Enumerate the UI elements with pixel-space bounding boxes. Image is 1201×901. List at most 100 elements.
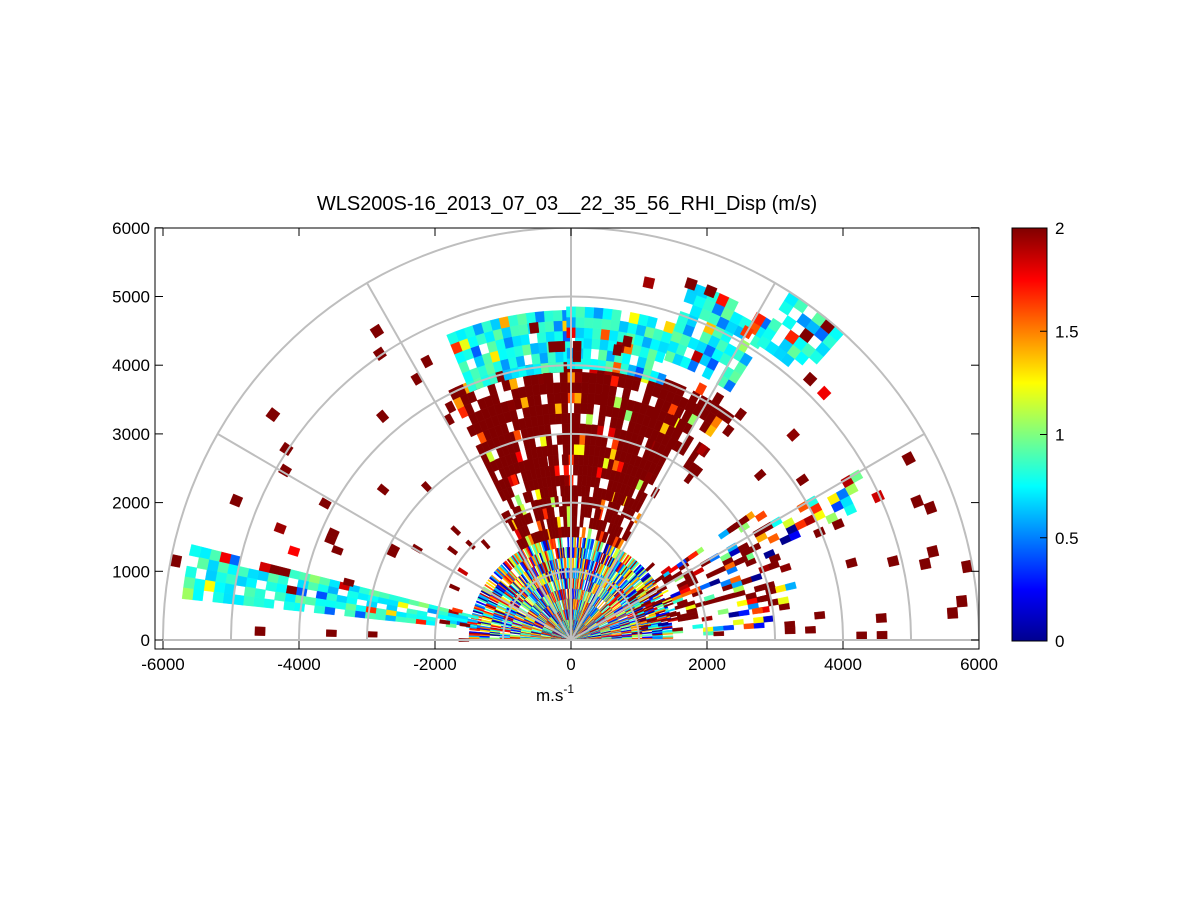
data-cell	[604, 360, 614, 373]
data-cell	[554, 351, 564, 363]
data-cell	[601, 308, 613, 320]
data-cell	[607, 534, 615, 546]
data-cell	[576, 485, 582, 497]
data-cell	[651, 599, 662, 606]
data-cell	[856, 631, 868, 641]
data-cell	[729, 575, 742, 584]
data-cell	[804, 625, 816, 634]
data-cell	[543, 529, 550, 541]
data-cell	[572, 423, 579, 435]
elevation-spoke	[217, 433, 572, 641]
data-cell	[451, 607, 463, 614]
data-cell	[642, 582, 653, 590]
data-cell	[342, 577, 355, 587]
data-cell	[334, 601, 347, 610]
x-tick-label: -4000	[277, 655, 320, 674]
data-cell	[573, 516, 578, 528]
data-cell	[645, 562, 656, 572]
data-cell	[265, 581, 278, 592]
elevation-spoke	[570, 433, 925, 641]
data-cell	[723, 624, 735, 631]
data-cell	[554, 402, 562, 415]
data-cell	[313, 605, 326, 615]
data-cell	[564, 547, 568, 558]
data-cell	[633, 564, 642, 574]
data-cell	[591, 327, 602, 340]
data-cell	[582, 348, 592, 360]
data-cell	[597, 414, 606, 427]
data-cell	[203, 579, 216, 593]
data-cell	[265, 407, 281, 423]
data-cell	[589, 358, 599, 371]
data-cell	[618, 320, 629, 333]
colorbar-tick-label: 1.5	[1055, 322, 1079, 341]
data-cell	[667, 414, 679, 428]
axis-ticks: -6000 -4000 -2000 0 2000 4000 6000 0 1000 2000 300…	[112, 219, 998, 674]
data-cell	[575, 306, 586, 318]
data-cell	[555, 413, 563, 425]
data-cell	[588, 372, 598, 384]
data-cell	[499, 637, 510, 640]
data-cell	[546, 393, 555, 405]
data-cell	[184, 565, 198, 579]
data-cell	[782, 517, 796, 529]
data-cell	[192, 588, 204, 602]
data-cell	[618, 494, 627, 506]
data-cell	[537, 341, 548, 354]
data-cell	[344, 609, 356, 618]
data-cell	[552, 310, 563, 322]
data-cell	[480, 590, 491, 597]
data-cell	[245, 577, 258, 589]
data-cell	[582, 464, 589, 477]
data-cell	[753, 616, 765, 624]
data-cell	[560, 382, 568, 394]
x-axis-label-exponent: -1	[563, 682, 574, 696]
data-cell	[376, 483, 390, 496]
data-cell	[876, 630, 888, 641]
data-cell	[525, 312, 537, 324]
data-cell	[372, 346, 387, 362]
data-cell	[252, 597, 265, 608]
data-cell	[607, 490, 615, 502]
data-cell	[703, 284, 718, 299]
data-cell	[608, 329, 619, 342]
data-cell	[476, 597, 488, 604]
data-cell	[632, 637, 643, 640]
data-cell	[581, 382, 590, 394]
data-cell	[768, 553, 782, 564]
data-cell	[465, 539, 476, 550]
x-tick-label: -2000	[413, 655, 456, 674]
data-cell	[573, 495, 579, 507]
data-cell	[485, 581, 496, 589]
x-tick-label: -6000	[141, 655, 184, 674]
data-cell	[845, 557, 858, 569]
data-cell	[561, 454, 568, 466]
data-cell	[254, 626, 266, 636]
data-cell	[528, 610, 538, 618]
data-cell	[574, 327, 585, 339]
data-cell	[547, 361, 557, 374]
data-cell	[587, 382, 597, 395]
data-cell	[609, 319, 621, 332]
data-cell	[587, 393, 596, 405]
data-cell	[548, 413, 557, 425]
data-cell	[586, 403, 595, 415]
data-cell	[543, 310, 554, 322]
data-cell	[734, 407, 748, 421]
data-cell	[534, 311, 545, 323]
data-cell	[472, 609, 484, 615]
data-cell	[555, 361, 564, 373]
data-cell	[926, 544, 940, 559]
elevation-spoke	[366, 282, 572, 641]
data-cell	[509, 632, 521, 635]
data-cell	[713, 631, 725, 637]
data-cell	[640, 600, 651, 607]
data-cell	[694, 382, 708, 396]
data-cell	[547, 403, 556, 415]
data-cell	[283, 601, 295, 611]
data-cell	[578, 433, 586, 445]
data-cell	[816, 385, 832, 401]
data-cell	[553, 320, 563, 332]
data-cell	[581, 372, 590, 384]
